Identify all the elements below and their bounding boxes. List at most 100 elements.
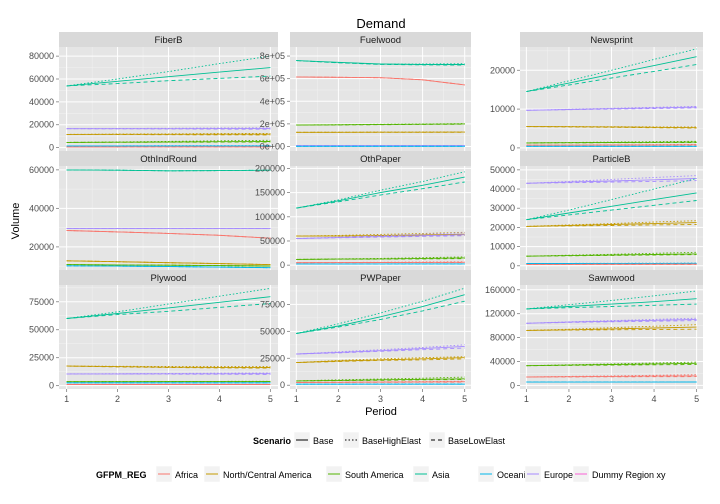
y-tick-label: 0 — [49, 143, 54, 153]
x-tick-label: 4 — [217, 394, 222, 404]
series-south-america-base — [296, 123, 465, 126]
series-north-central-america-base — [66, 260, 271, 266]
series-asia-basehighelast — [296, 287, 465, 334]
x-tick-label: 2 — [566, 394, 571, 404]
y-axis-title: Volume — [10, 203, 22, 240]
y-tick-label: 20000 — [29, 120, 54, 130]
series-europe-base — [526, 318, 697, 324]
series-africa-base — [526, 375, 697, 378]
series-north-central-america-base — [526, 326, 697, 331]
y-tick-label: 20000 — [490, 65, 515, 75]
scenario-key-box — [428, 431, 446, 449]
y-tick-label: 20000 — [490, 222, 515, 232]
region-key-south-america: South America — [325, 465, 404, 483]
strip-label-fiberb: FiberB — [155, 35, 183, 46]
region-key-label: South America — [345, 470, 404, 480]
series-europe-basehighelast — [526, 175, 697, 184]
region-key-asia: Asia — [412, 465, 450, 483]
series-asia-base — [296, 294, 465, 334]
strip-label-fuelwood: Fuelwood — [360, 35, 401, 46]
region-key-label: Europe — [544, 470, 573, 480]
series-south-america-base — [526, 253, 697, 257]
x-tick-label: 1 — [294, 394, 299, 404]
series-south-america-base — [66, 264, 271, 267]
series-south-america-base — [526, 141, 697, 144]
region-key-dummy-region-xy: Dummy Region xy — [572, 465, 666, 483]
y-tick-label: 80000 — [490, 333, 515, 343]
panel-fiberb: FiberB 0 20000 40000 60000 80000 — [29, 32, 278, 153]
region-key-oceania: Oceania — [477, 465, 531, 483]
series-south-america-base — [296, 257, 465, 260]
x-tick-label: 2 — [115, 394, 120, 404]
y-tick-label: 40000 — [490, 184, 515, 194]
y-tick-label: 0 — [510, 143, 515, 153]
region-key-label: Dummy Region xy — [592, 470, 666, 480]
y-tick-label: 75000 — [29, 297, 54, 307]
x-axis-title: Period — [365, 406, 397, 418]
series-asia-base — [66, 67, 271, 87]
region-legend: GFPM_REG Africa North/Central America South… — [96, 465, 666, 483]
y-tick-label: 0 — [510, 380, 515, 390]
strip-sawnwood — [520, 270, 703, 285]
scenario-key-base: Base — [293, 431, 334, 449]
panel-othpaper: OthPaper 0 50000 100000 150000 200000 — [255, 151, 471, 270]
y-tick-label: 30000 — [490, 203, 515, 213]
strip-label-particleb: ParticleB — [592, 154, 630, 165]
series-asia-baselowelast — [526, 64, 697, 93]
strip-label-plywood: Plywood — [151, 273, 187, 284]
y-tick-label: 0 — [510, 261, 515, 271]
y-tick-label: 40000 — [29, 97, 54, 107]
y-tick-label: 200000 — [255, 163, 285, 173]
y-tick-label: 50000 — [490, 165, 515, 175]
x-tick-label: 3 — [166, 394, 171, 404]
series-asia-baselowelast — [66, 75, 271, 87]
region-key-africa: Africa — [155, 465, 198, 483]
series-asia-basehighelast — [526, 178, 697, 221]
strip-plywood — [59, 270, 278, 285]
series-asia-base — [296, 176, 465, 209]
region-key-label: Africa — [175, 470, 198, 480]
scenario-key-label: BaseHighElast — [362, 436, 422, 446]
panels-group: FiberB020000400006000080000Fuelwood0e+00… — [29, 32, 703, 404]
series-europe-base — [296, 345, 465, 355]
panel-particleb: ParticleB 0 10000 20000 30000 40000 50000 — [490, 151, 703, 271]
series-asia-base — [296, 60, 465, 65]
y-tick-label: 10000 — [490, 242, 515, 252]
y-tick-label: 160000 — [485, 285, 515, 295]
series-asia-base — [66, 296, 271, 319]
y-tick-label: 40000 — [29, 203, 54, 213]
strip-label-sawnwood: Sawnwood — [588, 273, 634, 284]
y-tick-label: 0 — [280, 260, 285, 270]
y-tick-label: 50000 — [260, 236, 285, 246]
region-key-europe: Europe — [524, 465, 573, 483]
series-asia-baselowelast — [296, 300, 465, 334]
series-asia-base — [526, 298, 697, 310]
series-asia-basehighelast — [526, 48, 697, 93]
series-south-america-base — [66, 141, 271, 143]
y-tick-label: 0e+00 — [260, 141, 285, 151]
strip-pwpaper — [290, 270, 471, 285]
x-tick-label: 3 — [378, 394, 383, 404]
series-africa-base — [296, 76, 465, 86]
y-tick-label: 60000 — [29, 74, 54, 84]
series-asia-base — [526, 192, 697, 221]
scenario-legend: Scenario Base BaseHighElast BaseLowElast — [253, 431, 506, 449]
series-south-america-base — [296, 378, 465, 382]
scenario-key-label: BaseLowElast — [448, 436, 506, 446]
y-tick-label: 0 — [49, 381, 54, 391]
x-tick-label: 2 — [336, 394, 341, 404]
series-asia-basehighelast — [66, 287, 271, 319]
x-tick-label: 5 — [462, 394, 467, 404]
y-tick-label: 120000 — [485, 309, 515, 319]
scenario-key-baselowelast: BaseLowElast — [428, 431, 506, 449]
panel-plywood: Plywood 0 25000 50000 75000 1 2 3 4 5 — [29, 270, 278, 404]
y-tick-label: 75000 — [260, 299, 285, 309]
region-legend-title: GFPM_REG — [96, 470, 147, 480]
series-north-central-america-basehighelast — [66, 365, 271, 368]
panel-fuelwood: Fuelwood 0e+00 2e+05 4e+05 6e+05 8e+05 — [260, 32, 471, 151]
y-tick-label: 0 — [280, 380, 285, 390]
region-key-label: Oceania — [497, 470, 531, 480]
y-tick-label: 20000 — [29, 242, 54, 252]
scenario-key-basehighelast: BaseHighElast — [342, 431, 422, 449]
